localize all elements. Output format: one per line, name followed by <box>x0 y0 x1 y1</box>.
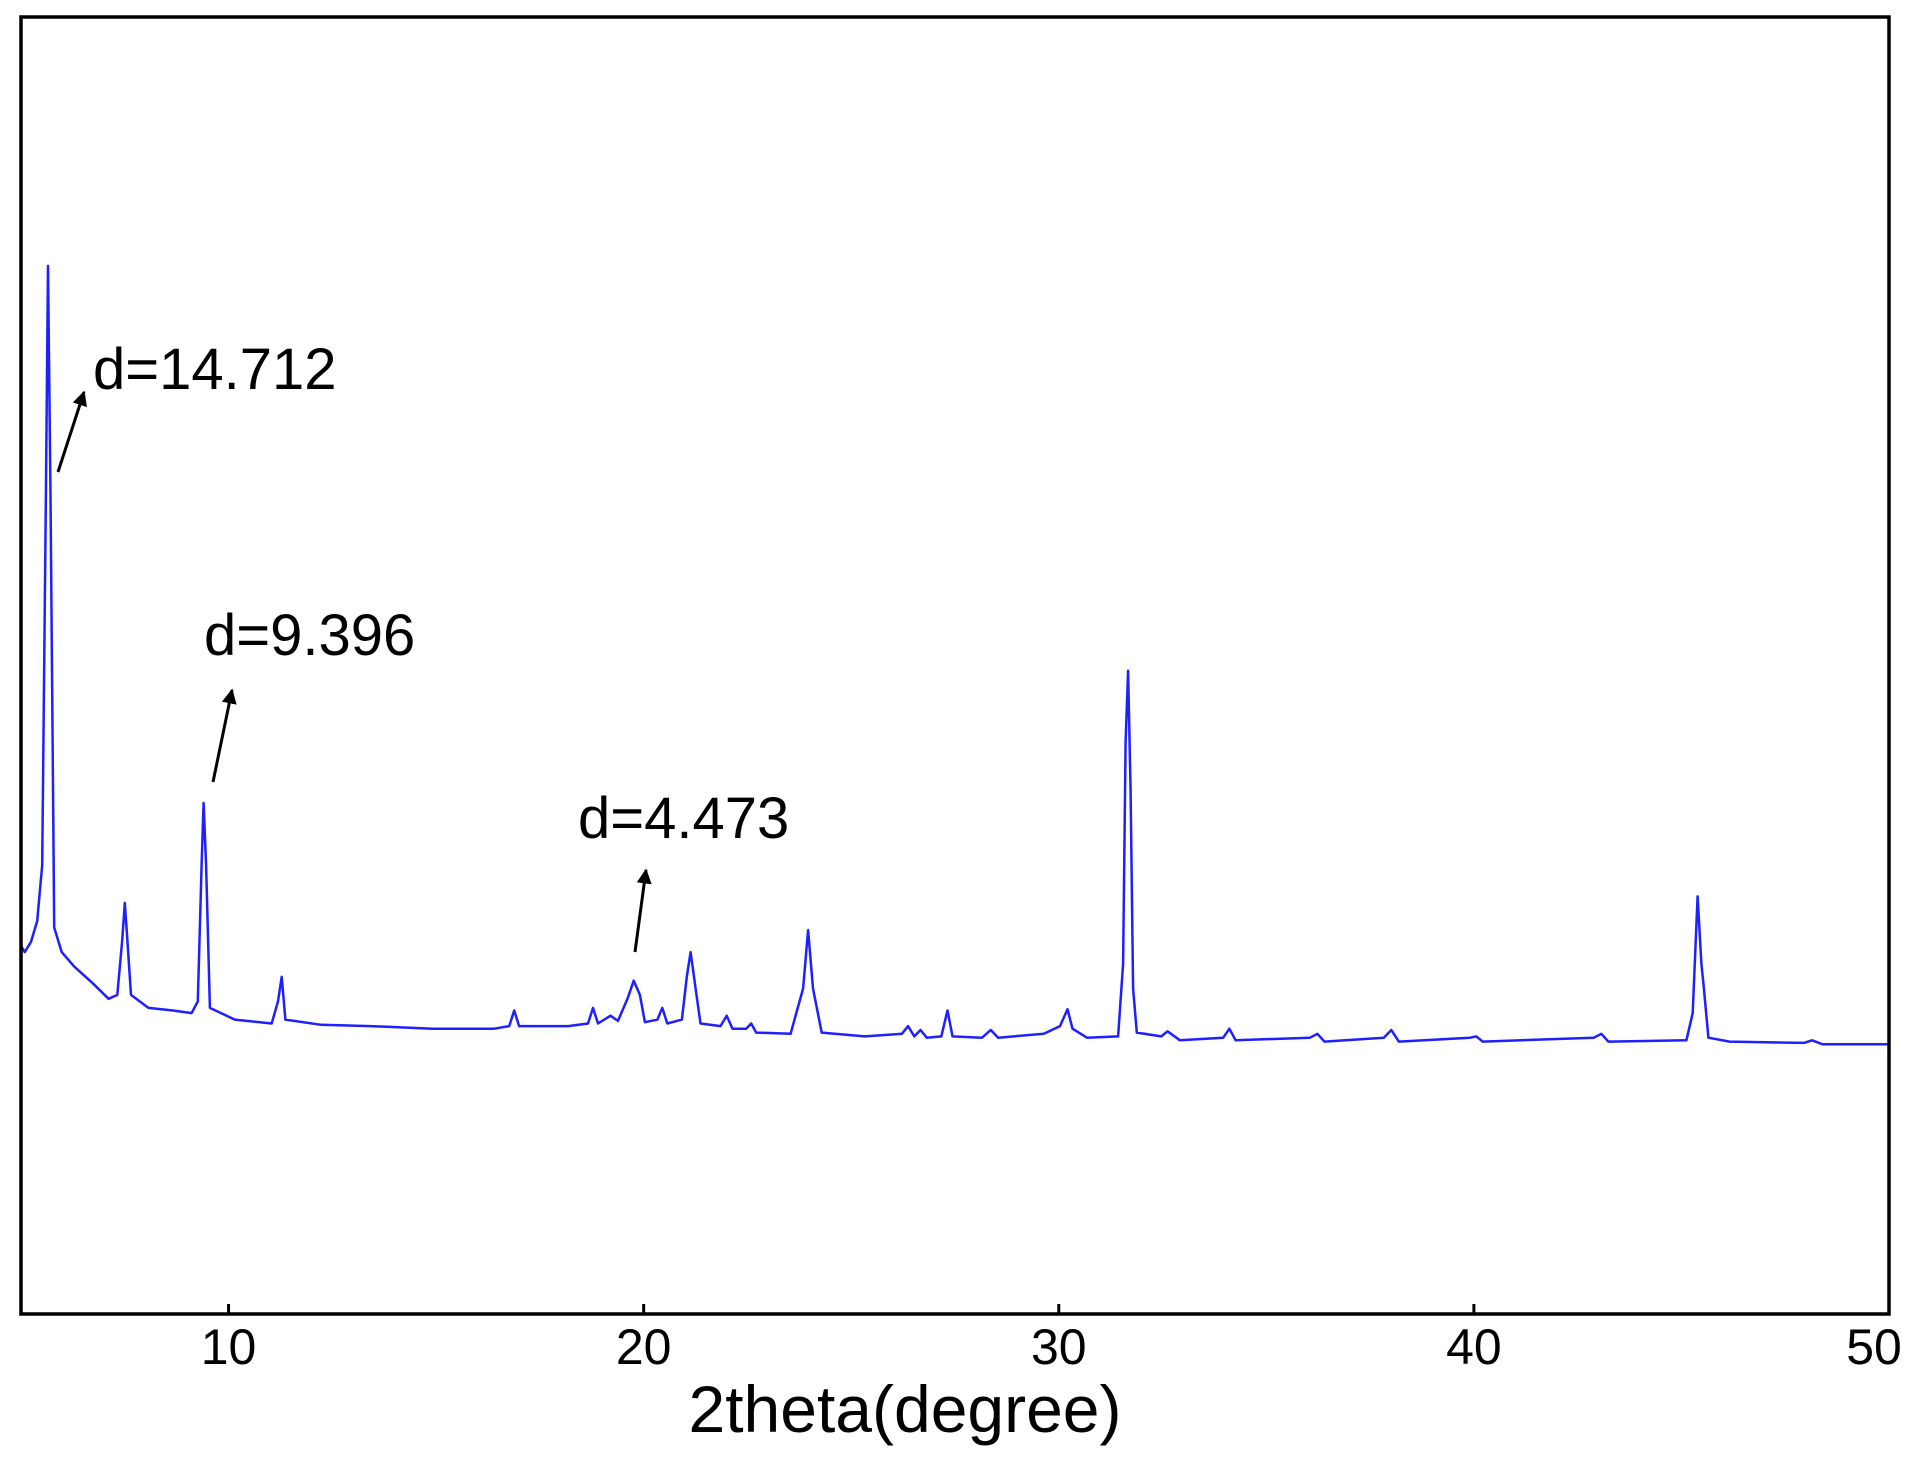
x-tick-label: 40 <box>1446 1319 1502 1375</box>
annotation-arrow <box>633 868 652 953</box>
x-tick-label: 20 <box>616 1319 672 1375</box>
x-axis-label: 2theta(degree) <box>689 1372 1122 1446</box>
annotation-arrow <box>56 390 87 473</box>
x-tick-label: 30 <box>1031 1319 1087 1375</box>
plot-frame <box>19 15 1891 1316</box>
annotation: d=14.712 <box>93 337 337 402</box>
annotation-arrow <box>211 688 237 783</box>
x-tick-label: 10 <box>201 1319 257 1375</box>
x-tick-label: 50 <box>1846 1319 1902 1375</box>
annotation: d=4.473 <box>578 786 789 851</box>
data-line <box>19 264 1888 1046</box>
annotation: d=9.396 <box>204 603 415 668</box>
